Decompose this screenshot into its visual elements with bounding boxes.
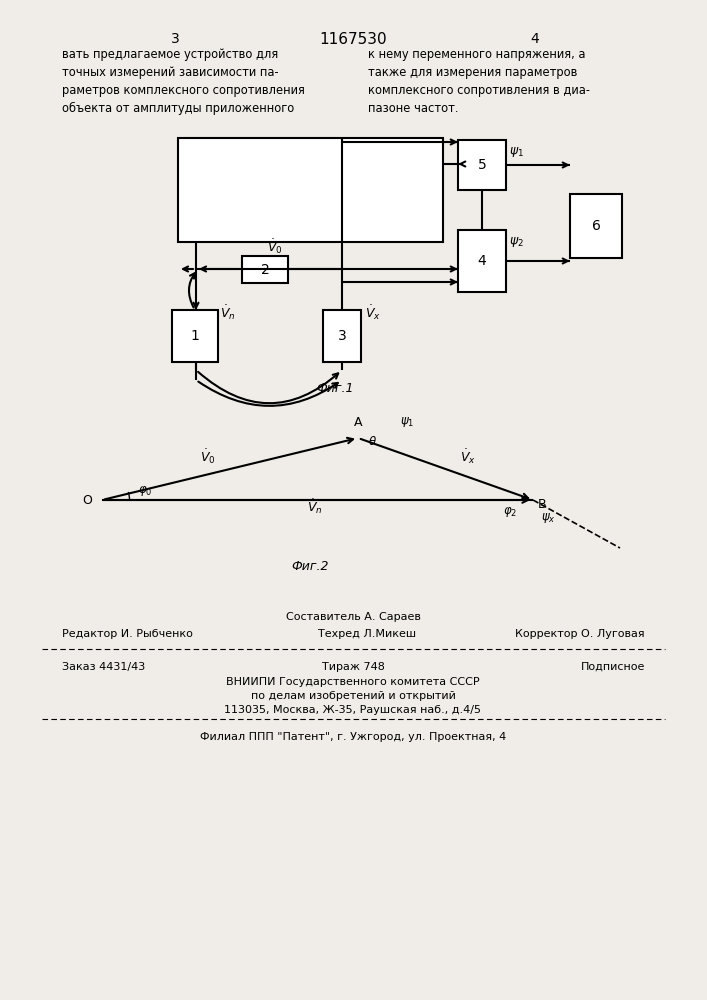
Text: Подписное: Подписное	[580, 662, 645, 672]
Text: 5: 5	[478, 158, 486, 172]
Text: к нему переменного напряжения, а
также для измерения параметров
комплексного соп: к нему переменного напряжения, а также д…	[368, 48, 590, 115]
Text: 1167530: 1167530	[319, 32, 387, 47]
Text: 4: 4	[531, 32, 539, 46]
Text: $\varphi_0$: $\varphi_0$	[138, 484, 153, 498]
Text: Техред Л.Микеш: Техред Л.Микеш	[318, 629, 416, 639]
Text: $\varphi_2$: $\varphi_2$	[503, 505, 518, 519]
Text: Фиг.1: Фиг.1	[316, 382, 354, 395]
Text: O: O	[82, 493, 92, 506]
Text: 113035, Москва, Ж-35, Раушская наб., д.4/5: 113035, Москва, Ж-35, Раушская наб., д.4…	[225, 705, 481, 715]
Text: ВНИИПИ Государственного комитета СССР: ВНИИПИ Государственного комитета СССР	[226, 677, 480, 687]
FancyBboxPatch shape	[172, 310, 218, 362]
Text: по делам изобретений и открытий: по делам изобретений и открытий	[250, 691, 455, 701]
Text: $\psi_x$: $\psi_x$	[541, 511, 556, 525]
Text: $\dot{V}_n$: $\dot{V}_n$	[220, 303, 235, 322]
Text: $\dot{V}_0$: $\dot{V}_0$	[200, 447, 216, 466]
Text: Фиг.2: Фиг.2	[291, 560, 329, 573]
Text: $\theta$: $\theta$	[368, 435, 377, 448]
Text: 6: 6	[592, 219, 600, 233]
FancyBboxPatch shape	[323, 310, 361, 362]
FancyBboxPatch shape	[458, 230, 506, 292]
Text: 2: 2	[261, 262, 269, 276]
Text: A: A	[354, 416, 362, 429]
Text: Тираж 748: Тираж 748	[322, 662, 385, 672]
Text: Редактор И. Рыбченко: Редактор И. Рыбченко	[62, 629, 193, 639]
FancyBboxPatch shape	[458, 140, 506, 190]
Text: $\psi_2$: $\psi_2$	[509, 235, 524, 249]
FancyBboxPatch shape	[242, 256, 288, 283]
Text: вать предлагаемое устройство для
точных измерений зависимости па-
раметров компл: вать предлагаемое устройство для точных …	[62, 48, 305, 115]
Text: B: B	[538, 498, 547, 511]
Text: 3: 3	[170, 32, 180, 46]
Text: $\dot{V}_0$: $\dot{V}_0$	[267, 237, 283, 256]
Text: $\psi_1$: $\psi_1$	[509, 145, 524, 159]
Text: $\dot{V}_x$: $\dot{V}_x$	[365, 303, 381, 322]
Text: $\dot{V}_x$: $\dot{V}_x$	[460, 447, 476, 466]
Text: 1: 1	[191, 329, 199, 343]
Text: $\psi_1$: $\psi_1$	[400, 415, 414, 429]
Text: 4: 4	[478, 254, 486, 268]
Text: Корректор О. Луговая: Корректор О. Луговая	[515, 629, 645, 639]
FancyBboxPatch shape	[570, 194, 622, 258]
Text: Составитель А. Сараев: Составитель А. Сараев	[286, 612, 421, 622]
FancyBboxPatch shape	[178, 138, 443, 242]
Text: 3: 3	[338, 329, 346, 343]
Text: $\dot{V}_n$: $\dot{V}_n$	[307, 497, 323, 516]
Text: Филиал ППП "Патент", г. Ужгород, ул. Проектная, 4: Филиал ППП "Патент", г. Ужгород, ул. Про…	[200, 732, 506, 742]
Text: Заказ 4431/43: Заказ 4431/43	[62, 662, 145, 672]
